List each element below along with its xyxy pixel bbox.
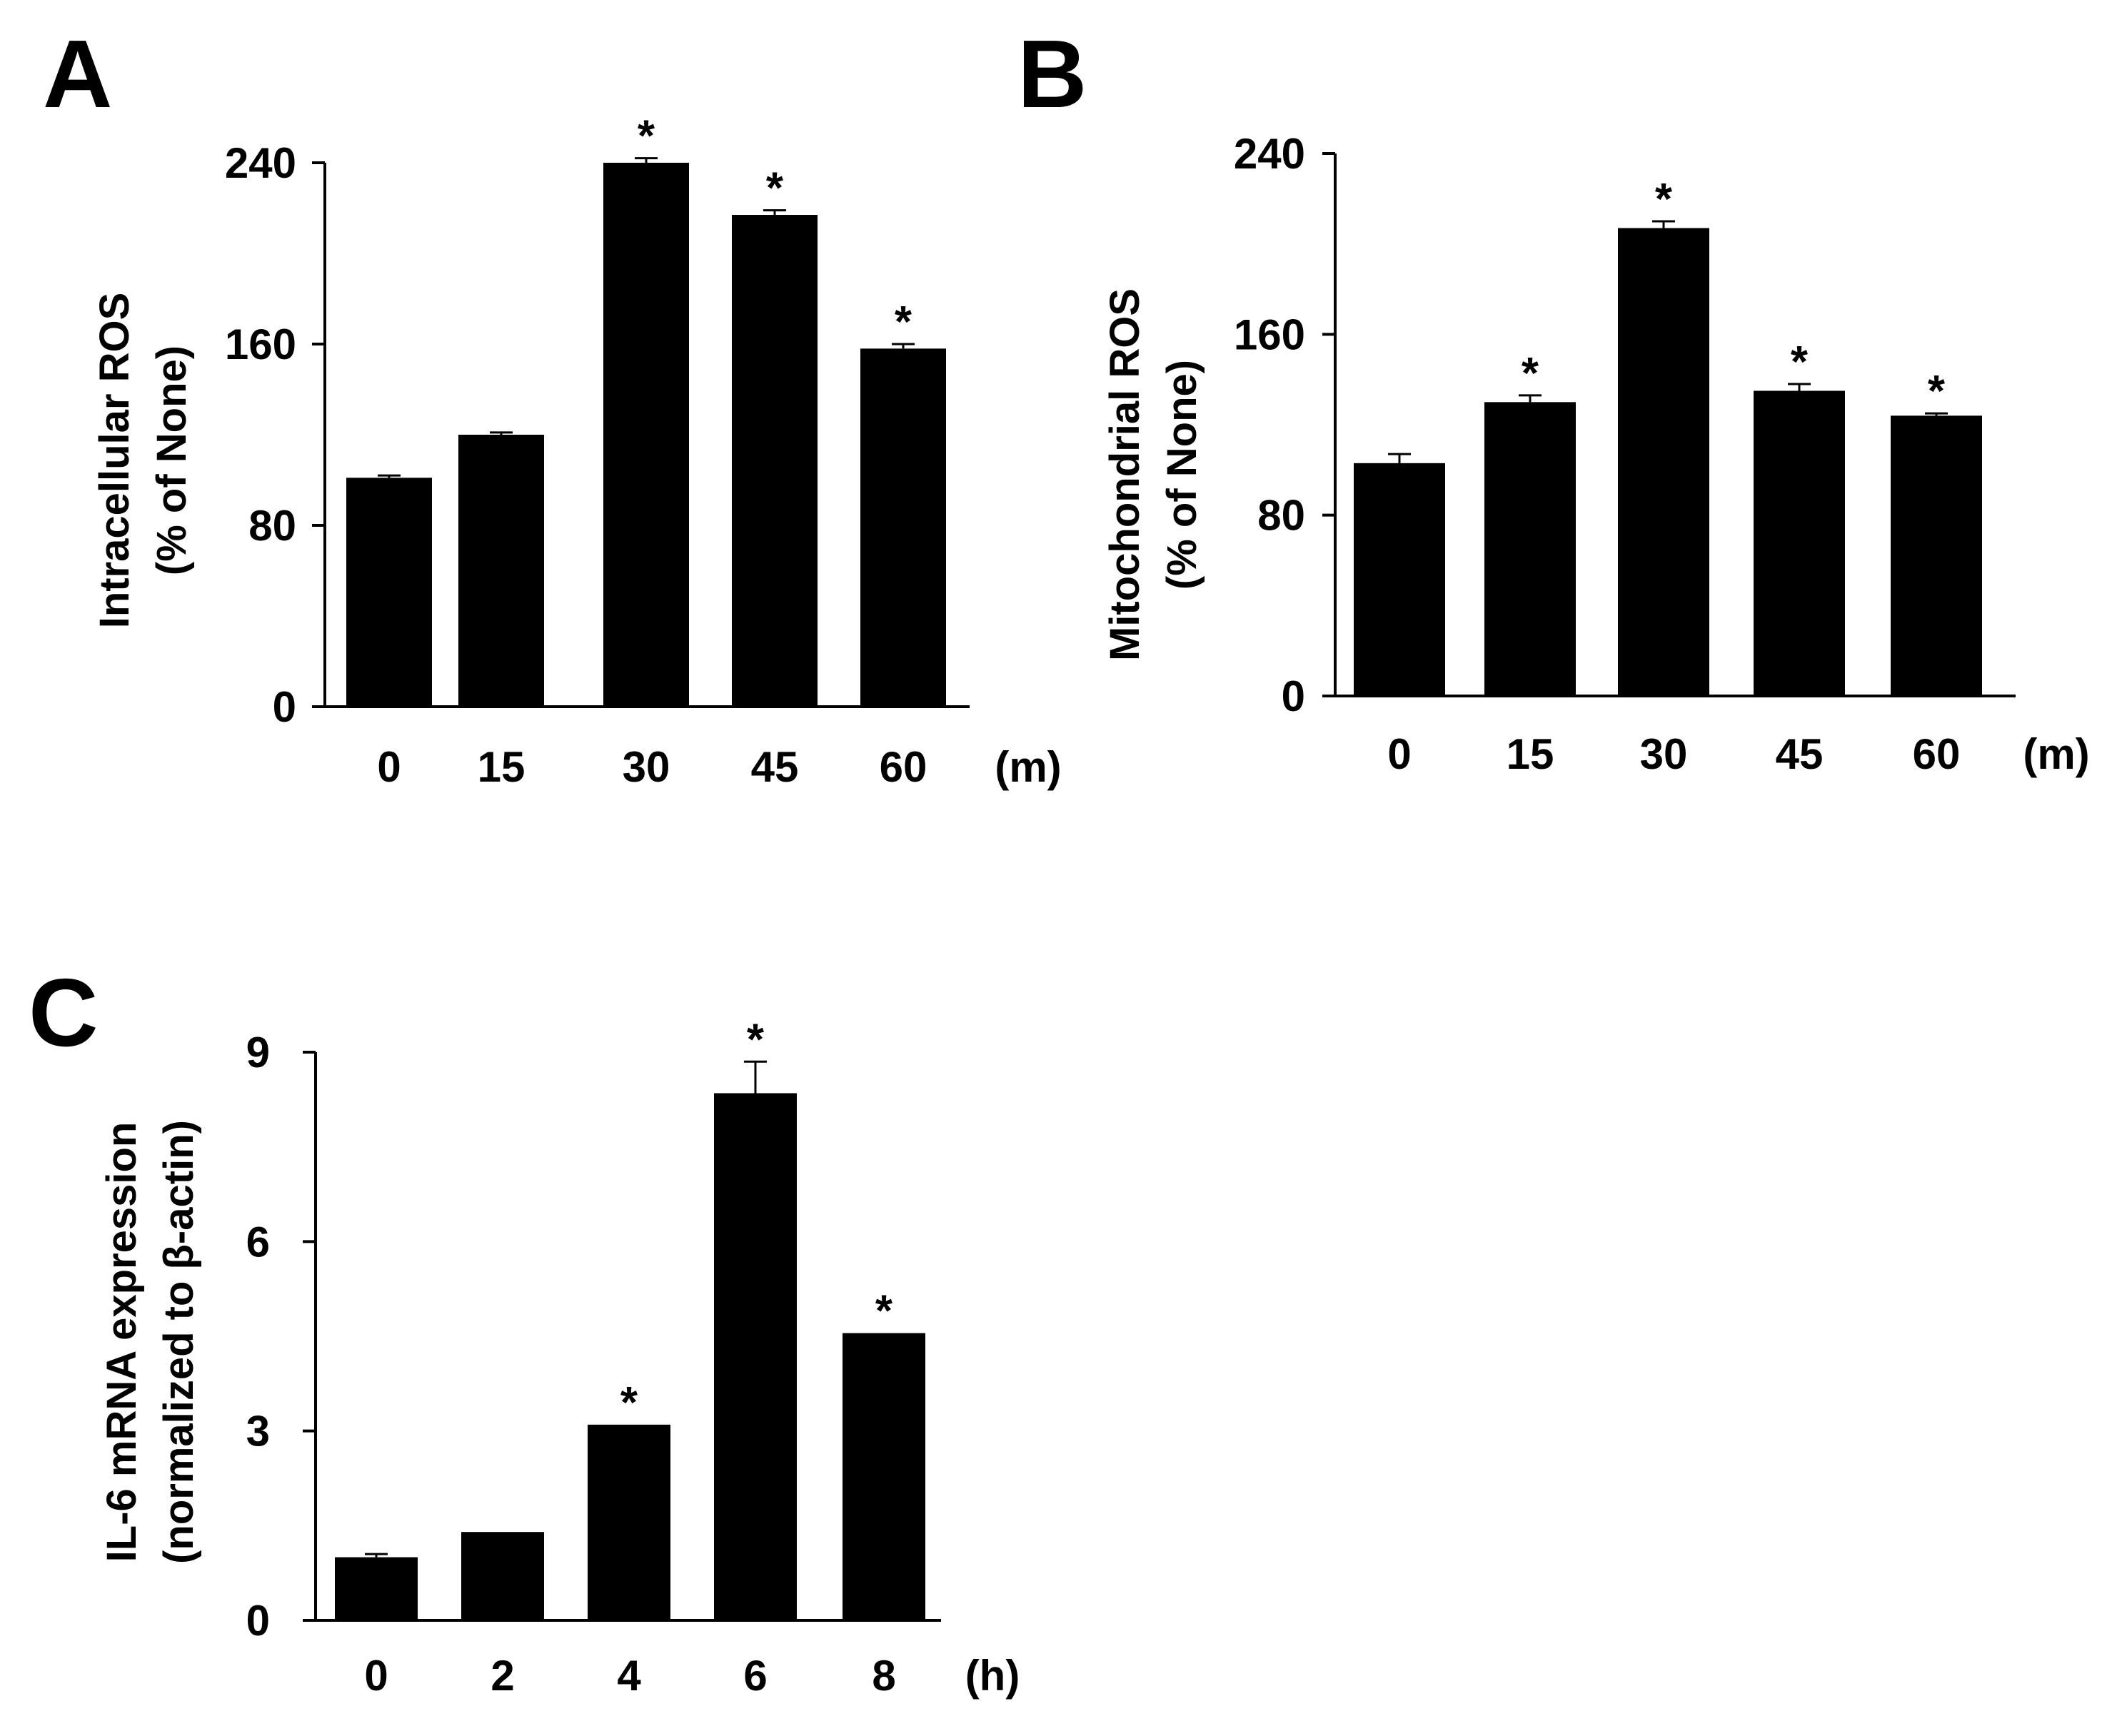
significance-marker-b: * [1655,175,1673,224]
x-tick-label-c: 8 [872,1652,895,1700]
y-axis-title-b-line2: (% of None) [1159,360,1205,590]
panel-b: B Mitochondrial ROS (% of None) (m) 0 80 1… [1017,20,2090,778]
x-tick-label-b: 15 [1507,730,1554,778]
y-tick-label-b: 0 [1282,672,1305,720]
x-tick-label-b: 30 [1640,730,1688,778]
x-tick-label-b: 0 [1387,730,1411,778]
y-axis-title-a-line1: Intracellular ROS [91,293,138,629]
bar-a-0 [346,478,432,707]
significance-marker-c: * [620,1378,638,1428]
y-tick-label-c: 9 [246,1029,270,1076]
x-tick-label-c: 4 [617,1652,641,1700]
x-tick-label-c: 6 [743,1652,767,1700]
significance-marker-b: * [1791,338,1809,387]
y-tick-label-a: 0 [273,683,296,731]
panel-letter-b: B [1017,20,1087,128]
significance-marker-c: * [875,1287,893,1336]
x-tick-label-b: 45 [1776,730,1824,778]
bar-a-30 [603,163,689,707]
y-tick-label-a: 160 [225,321,296,368]
y-axis-title-c-line2: (normalized to β-actin) [156,1120,202,1564]
y-axis-title-a-line2: (% of None) [149,345,195,575]
y-tick-label-a: 80 [248,502,296,550]
x-tick-label-a: 45 [751,743,799,791]
bar-a-60 [860,348,946,707]
x-unit-label-a: (m) [995,743,1061,791]
bar-c-6 [714,1093,797,1620]
bar-c-2 [461,1532,544,1620]
y-axis-title-b-line1: Mitochondrial ROS [1102,288,1148,661]
bar-b-60 [1891,415,1982,696]
y-tick-label-c: 3 [246,1408,270,1455]
bar-c-0 [335,1557,418,1620]
significance-marker-a: * [895,298,912,347]
x-tick-label-c: 2 [491,1652,514,1700]
y-tick-label-a: 240 [225,139,296,187]
x-tick-label-a: 0 [377,743,401,791]
significance-marker-a: * [766,164,784,213]
bar-b-30 [1618,228,1709,696]
x-tick-label-a: 60 [880,743,927,791]
x-unit-label-b: (m) [2023,730,2089,778]
x-tick-label-b: 60 [1913,730,1961,778]
y-tick-label-b: 160 [1234,311,1305,358]
panel-c: C IL-6 mRNA expression (normalized to β-… [29,959,1020,1700]
y-tick-label-c: 0 [246,1597,270,1645]
panel-letter-c: C [29,959,99,1066]
x-unit-label-c: (h) [965,1652,1020,1700]
significance-marker-b: * [1928,367,1946,416]
bar-c-4 [588,1424,670,1620]
x-tick-label-a: 15 [478,743,526,791]
y-tick-label-b: 240 [1234,130,1305,178]
significance-marker-a: * [638,112,655,161]
panel-a: A Intracellular ROS (% of None) (m) 0 80 1… [43,20,1062,791]
bar-b-15 [1484,402,1576,696]
panel-letter-a: A [43,20,113,128]
y-axis-title-c-line1: IL-6 mRNA expression [99,1122,145,1563]
bar-b-0 [1354,463,1445,696]
significance-marker-c: * [747,1015,765,1064]
significance-marker-b: * [1522,349,1539,398]
y-tick-label-c: 6 [246,1218,270,1266]
x-tick-label-a: 30 [623,743,670,791]
bar-b-45 [1754,390,1845,696]
y-tick-label-b: 80 [1257,492,1305,540]
bar-a-45 [732,215,818,707]
x-tick-label-c: 0 [364,1652,388,1700]
bar-a-15 [458,435,544,707]
bar-c-8 [843,1333,925,1620]
